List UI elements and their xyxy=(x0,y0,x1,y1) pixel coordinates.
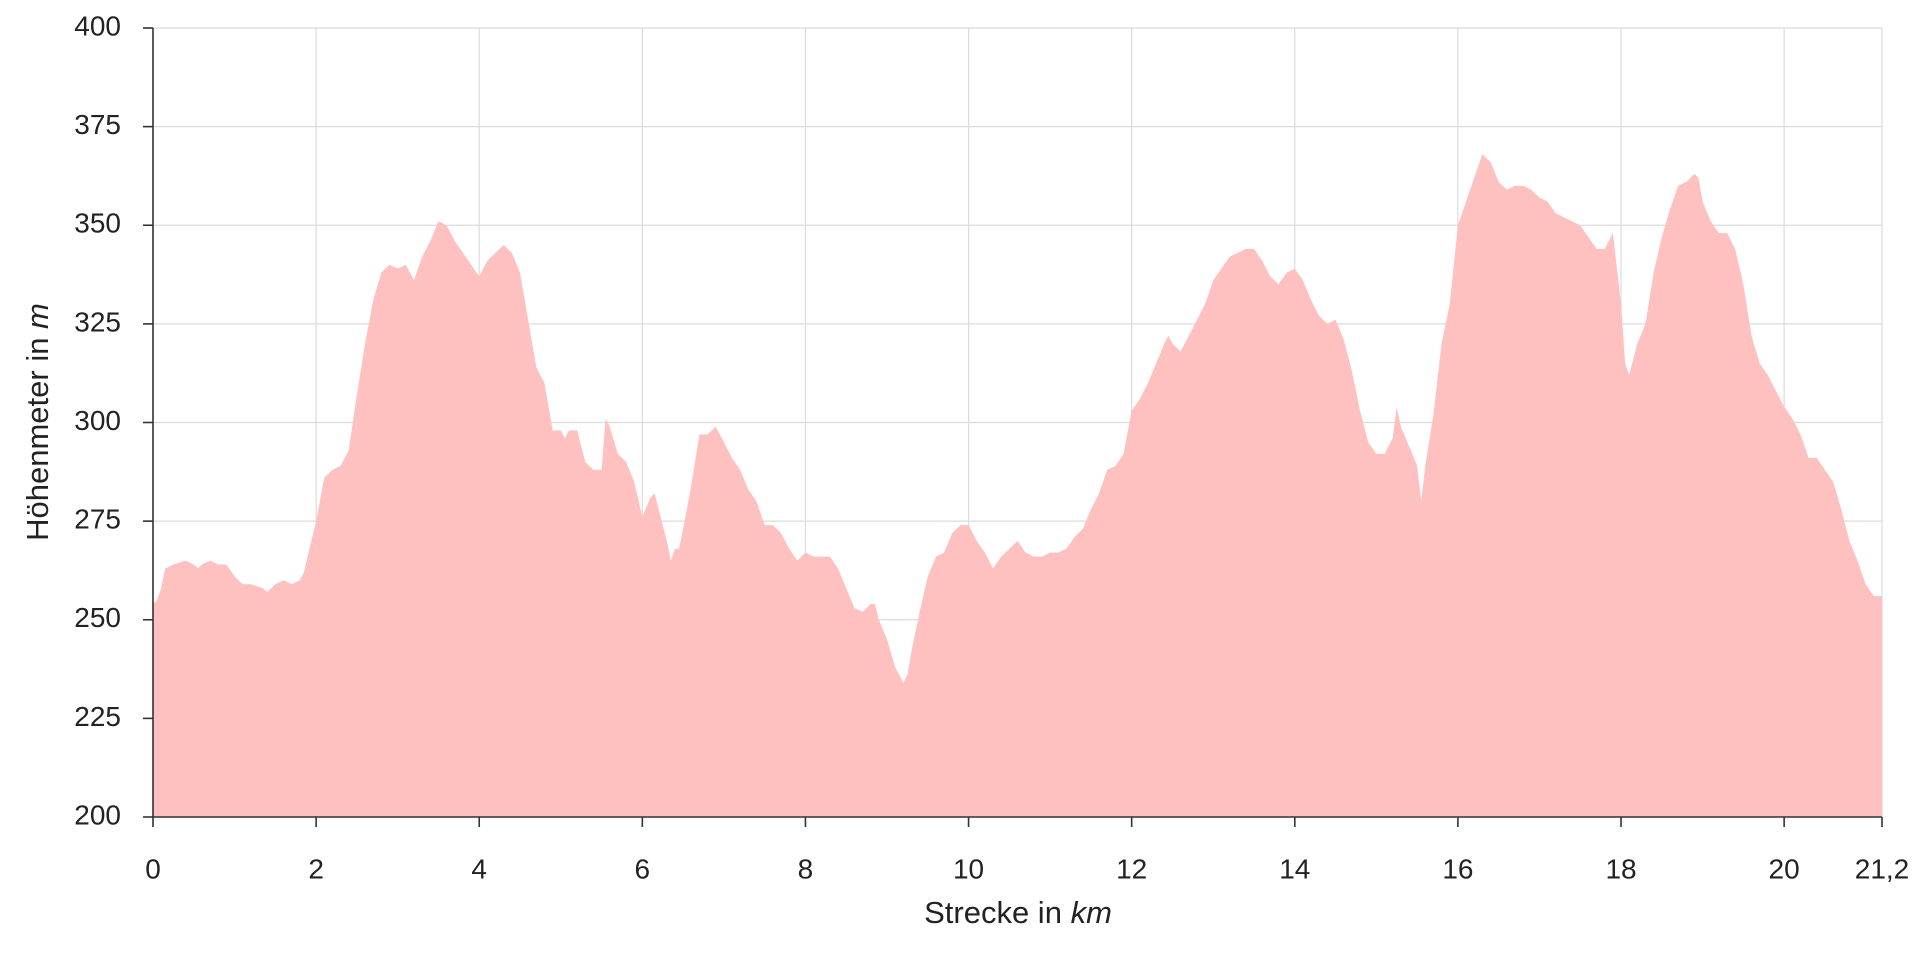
plot-area xyxy=(153,154,1882,818)
x-axis-label: Strecke in km xyxy=(924,895,1112,930)
x-tick-label: 14 xyxy=(1279,853,1310,884)
x-axis-label-unit: km xyxy=(1071,895,1112,930)
x-tick-label: 12 xyxy=(1116,853,1147,884)
y-tick-label: 350 xyxy=(74,208,121,239)
y-tick-label: 275 xyxy=(74,504,121,535)
x-tick-label: 8 xyxy=(798,853,814,884)
x-tick-label: 6 xyxy=(635,853,651,884)
x-tick-label: 10 xyxy=(953,853,984,884)
x-tick-label: 2 xyxy=(308,853,324,884)
x-tick-label: 18 xyxy=(1605,853,1636,884)
x-tick-label: 0 xyxy=(145,853,161,884)
y-tick-label: 225 xyxy=(74,701,121,732)
y-tick-label: 200 xyxy=(74,799,121,830)
y-tick-label: 250 xyxy=(74,602,121,633)
y-tick-label: 400 xyxy=(74,10,121,41)
x-axis-label-text: Strecke in xyxy=(924,895,1062,930)
axes: 200 225 250 275 300 325 350 375 400 0 2 4 6 8 10 12 14 16… xyxy=(74,10,1909,884)
x-tick-label: 21,2 xyxy=(1855,853,1910,884)
x-tick-label: 16 xyxy=(1442,853,1473,884)
y-tick-label: 325 xyxy=(74,306,121,337)
x-tick-label: 20 xyxy=(1769,853,1800,884)
y-axis-label: Höhenmeter in m xyxy=(20,303,55,541)
y-tick-label: 375 xyxy=(74,109,121,140)
elevation-area xyxy=(153,154,1882,818)
y-tick-label: 300 xyxy=(74,405,121,436)
y-axis-label-unit: m xyxy=(20,303,55,329)
x-tick-label: 4 xyxy=(471,853,487,884)
y-axis-label-text: Höhenmeter in xyxy=(20,338,55,541)
